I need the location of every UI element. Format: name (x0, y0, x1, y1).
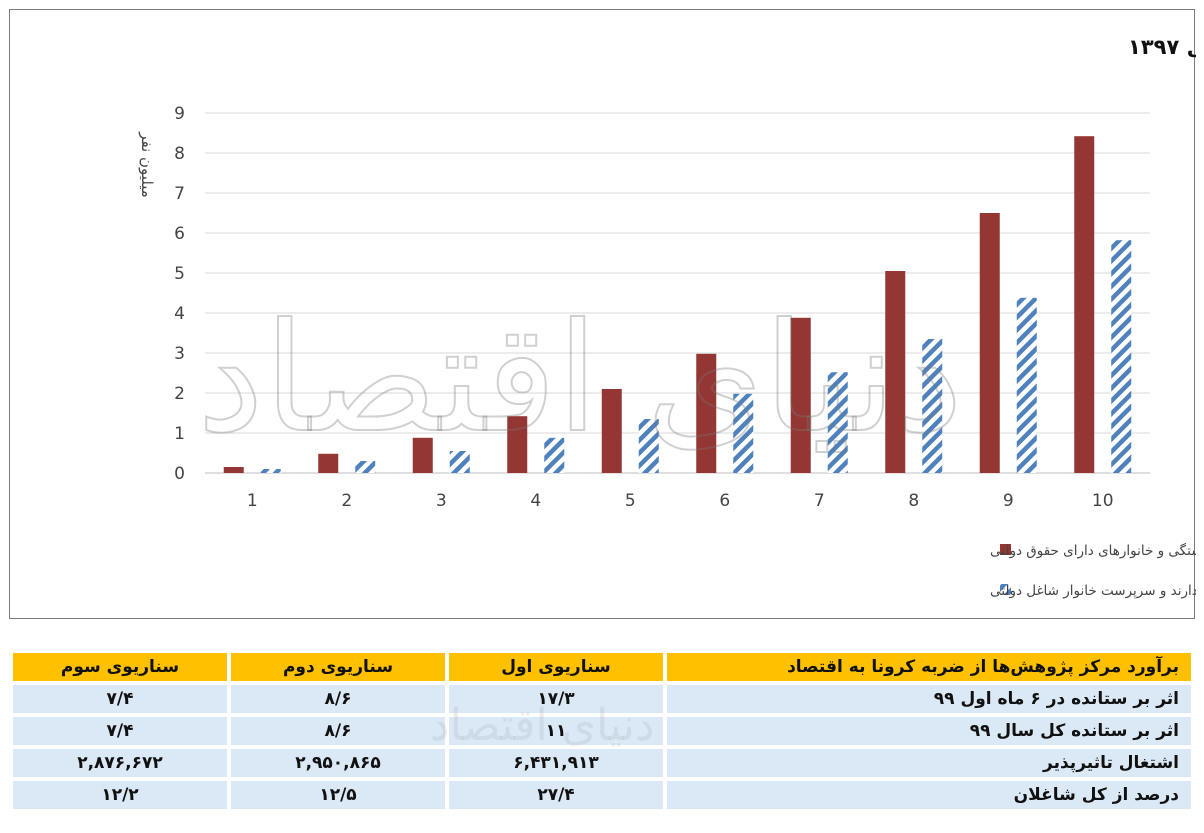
x-tick-label: 6 (719, 491, 730, 511)
bar-series-2 (638, 419, 659, 473)
bar-series-1 (790, 317, 811, 473)
x-axis-ticks: 1 2 3 4 5 6 7 8 9 10 (247, 491, 1114, 511)
table-header-title: برآورد مرکز پژوهش‌ها از ضربه کرونا به اق… (667, 653, 1191, 681)
x-tick-label: 3 (436, 491, 447, 511)
bar-series-1 (696, 353, 717, 473)
bar-series-1 (601, 389, 622, 473)
x-tick-label: 4 (530, 491, 541, 511)
grid-lines (205, 112, 1150, 474)
table-cell: ۲,۹۵۰,۸۶۵ (231, 749, 445, 777)
table-row: اثر بر ستانده کل سال ۹۹ ۱۱ ۸/۶ ۷/۴ (13, 717, 1191, 745)
bar-series-2 (1016, 297, 1037, 473)
y-tick-label: 4 (174, 304, 185, 324)
chart-container: فراوانی تجمعی خانوارهای بازنشسته و کارمن… (9, 9, 1196, 619)
bar-chart: فراوانی تجمعی خانوارهای بازنشسته و کارمن… (138, 34, 1196, 599)
x-tick-label: 9 (1003, 491, 1014, 511)
table-cell: اشتغال تاثیرپذیر (667, 749, 1191, 777)
table-cell: ۸/۶ (231, 717, 445, 745)
table-cell: ۱۲/۲ (13, 781, 227, 809)
table-cell: ۱۲/۵ (231, 781, 445, 809)
y-tick-label: 5 (174, 264, 185, 284)
table-row: درصد از کل شاغلان ۲۷/۴ ۱۲/۵ ۱۲/۲ (13, 781, 1191, 809)
y-axis-label: میلیون نفر (138, 131, 156, 198)
bar-series-1 (979, 213, 1000, 473)
table-cell: درصد از کل شاغلان (667, 781, 1191, 809)
chart-title: فراوانی تجمعی خانوارهای بازنشسته و کارمن… (1128, 34, 1196, 59)
y-axis-ticks: 0 1 2 3 4 5 6 7 8 9 (174, 104, 185, 484)
x-tick-label: 10 (1092, 491, 1114, 511)
table-header-scenario-1: سناریوی اول (449, 653, 663, 681)
table-cell: ۲۷/۴ (449, 781, 663, 809)
y-tick-label: 8 (174, 144, 185, 164)
bar-series-2 (260, 469, 281, 473)
x-tick-label: 8 (908, 491, 919, 511)
table-cell: ۶,۴۳۱,۹۱۳ (449, 749, 663, 777)
bar-series-2 (922, 339, 943, 473)
y-tick-label: 3 (174, 344, 185, 364)
table-cell: اثر بر ستانده کل سال ۹۹ (667, 717, 1191, 745)
bar-series-2 (827, 372, 848, 473)
table-header-row: برآورد مرکز پژوهش‌ها از ضربه کرونا به اق… (13, 653, 1191, 681)
bar-series-2 (355, 461, 376, 473)
y-tick-label: 2 (174, 384, 185, 404)
table-cell: ۷/۴ (13, 717, 227, 745)
x-tick-label: 5 (625, 491, 636, 511)
table-cell: ۷/۴ (13, 685, 227, 713)
bar-series-1 (1074, 136, 1095, 473)
table-header-scenario-2: سناریوی دوم (231, 653, 445, 681)
bar-series-2 (1111, 240, 1132, 473)
table-cell: اثر بر ستانده در ۶ ماه اول ۹۹ (667, 685, 1191, 713)
bar-series-2 (544, 437, 565, 473)
table-cell: ۲,۸۷۶,۶۷۲ (13, 749, 227, 777)
watermark-large: دنیای اقتصاد (197, 292, 963, 466)
legend-swatch-red (1000, 544, 1011, 555)
bar-series-2 (449, 451, 470, 473)
legend-label-series-2: فراوانی تجمعی خانوارهایی که تنها حقوق حق… (990, 582, 1196, 599)
bars (223, 136, 1132, 473)
table-cell: ۱۱ (449, 717, 663, 745)
legend-label-series-1: فراوانی تجمعی خانوارهای دریافت کننده حقو… (990, 542, 1196, 559)
x-tick-label: 2 (341, 491, 352, 511)
table-cell: ۱۷/۳ (449, 685, 663, 713)
y-tick-label: 0 (174, 464, 185, 484)
legend: فراوانی تجمعی خانوارهای دریافت کننده حقو… (990, 542, 1196, 599)
legend-swatch-blue (1000, 584, 1011, 595)
y-tick-label: 9 (174, 104, 185, 124)
table-cell: ۸/۶ (231, 685, 445, 713)
scenario-table: برآورد مرکز پژوهش‌ها از ضربه کرونا به اق… (9, 649, 1195, 813)
bar-series-1 (318, 453, 339, 473)
bar-series-2 (733, 393, 754, 473)
y-tick-label: 6 (174, 224, 185, 244)
bar-series-1 (412, 437, 433, 473)
y-tick-label: 7 (174, 184, 185, 204)
x-tick-label: 1 (247, 491, 258, 511)
table-row: اثر بر ستانده در ۶ ماه اول ۹۹ ۱۷/۳ ۸/۶ ۷… (13, 685, 1191, 713)
bar-series-1 (223, 467, 244, 473)
y-tick-label: 1 (174, 424, 185, 444)
bar-series-1 (885, 271, 906, 473)
bar-series-1 (507, 416, 528, 473)
x-tick-label: 7 (814, 491, 825, 511)
table-header-scenario-3: سناریوی سوم (13, 653, 227, 681)
table-row: اشتغال تاثیرپذیر ۶,۴۳۱,۹۱۳ ۲,۹۵۰,۸۶۵ ۲,۸… (13, 749, 1191, 777)
